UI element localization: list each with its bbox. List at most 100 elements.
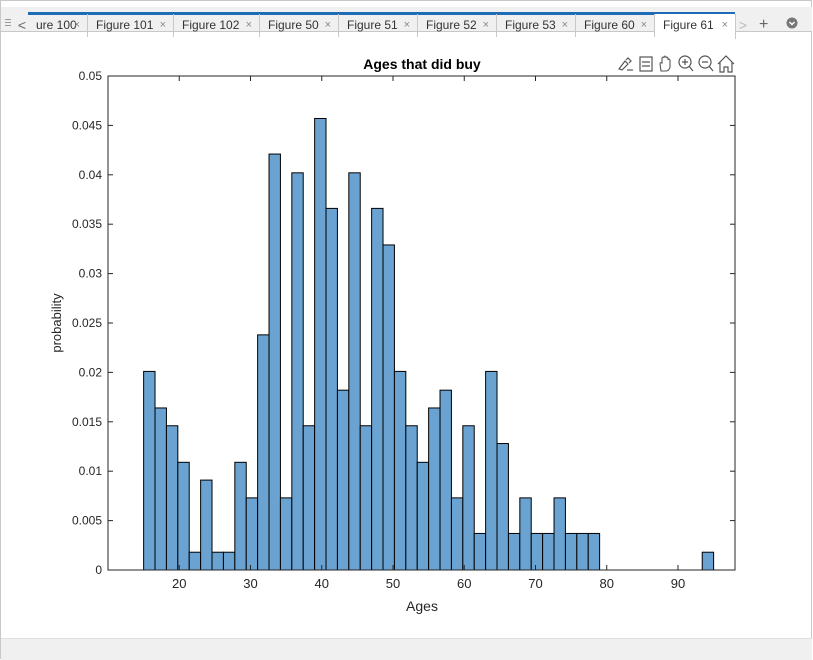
histogram-bar [291,172,304,571]
y-tick-label: 0.015 [72,415,102,429]
tab-figure-53[interactable]: Figure 53 × [497,14,576,37]
axes-toolbar [618,55,735,73]
histogram-bar [325,207,338,571]
histogram-bar [519,497,532,571]
histogram-bar [507,532,521,571]
y-tick-label: 0.01 [79,464,103,478]
x-tick-label: 60 [457,576,471,591]
tab-close-icon[interactable]: × [640,19,647,31]
tab-label: ure 100 [36,18,77,32]
y-tick-label: 0.02 [79,365,103,379]
histogram-bar [302,425,316,571]
tab-label: Figure 101 [96,18,154,32]
zoom-out-icon[interactable] [698,55,714,72]
histogram-bar [485,370,498,571]
x-tick-label: 20 [172,576,186,591]
x-ticks: 20 30 40 50 60 70 80 90 [172,76,685,591]
tab-scroll-left-icon[interactable]: < [17,17,27,33]
histogram-bar [382,244,395,571]
histogram-chart: 20 30 40 50 60 70 80 90 0 0.005 0.01 0.015 0.02 0.02… [49,55,736,614]
histogram-bar [462,425,475,571]
histogram-bar [359,425,373,571]
histogram-bar [542,532,555,571]
pan-icon[interactable] [659,55,671,72]
tab-label: Figure 50 [268,18,319,32]
tab-label: Figure 60 [584,18,635,32]
status-strip [1,638,812,660]
zoom-in-icon[interactable] [678,55,694,72]
tab-close-icon[interactable]: × [721,19,728,31]
tab-close-icon[interactable]: × [324,19,331,31]
x-tick-label: 70 [528,576,542,591]
y-tick-label: 0.03 [79,267,103,281]
histogram-bar [165,425,179,571]
histogram-bar [553,497,566,571]
home-icon[interactable] [717,55,735,73]
histogram-bar [393,370,407,571]
data-tips-icon[interactable] [639,56,653,72]
tab-grip-icon[interactable] [5,19,11,29]
tab-figure-60[interactable]: Figure 60 × [576,14,655,37]
add-tab-icon[interactable]: + [759,16,769,33]
tab-close-icon[interactable]: × [159,19,166,31]
histogram-bar [200,479,213,571]
histogram-bar [496,443,509,571]
histogram-bar [188,551,202,571]
tab-menu-icon[interactable] [786,15,798,35]
histogram-bar [371,207,384,571]
tab-bar: < ure 100 × Figure 101 × Figure 102 × Figure 5… [1,7,812,39]
y-tick-label: 0.035 [72,217,102,231]
tab-close-icon[interactable]: × [482,19,489,31]
tab-label: Figure 52 [426,18,477,32]
y-axis-label: probability [49,293,64,353]
histogram-bar [154,407,167,571]
tab-close-icon[interactable]: × [73,19,80,31]
histogram-bar [564,532,578,571]
tab-strip-accent [28,12,735,15]
tab-figure-51[interactable]: Figure 51 × [339,14,418,37]
histogram-bar [428,407,441,571]
histogram-bar [279,497,293,571]
histogram-bar [439,389,452,571]
histogram-bar [211,551,224,571]
x-tick-label: 30 [243,576,257,591]
tab-scroll-right-icon[interactable]: > [738,17,748,33]
histogram-bar [450,497,464,571]
y-ticks: 0 0.005 0.01 0.015 0.02 0.025 0.03 0.035 0.04 0.0… [72,69,735,577]
tab-close-icon[interactable]: × [403,19,410,31]
tab-figure-101[interactable]: Figure 101 × [88,14,174,37]
histogram-bar [348,172,361,571]
tab-label: Figure 102 [182,18,240,32]
histogram-bar [405,425,418,571]
tab-label: Figure 51 [347,18,398,32]
x-tick-label: 40 [315,576,329,591]
histogram-bar [245,497,259,571]
y-tick-label: 0.045 [72,118,102,132]
tab-label: Figure 53 [505,18,556,32]
y-tick-label: 0.05 [79,69,103,83]
bars-group [143,117,715,571]
tab-close-icon[interactable]: × [245,19,252,31]
y-tick-label: 0.005 [72,514,102,528]
x-tick-label: 80 [600,576,614,591]
x-tick-label: 90 [671,576,685,591]
y-tick-label: 0 [95,563,102,577]
histogram-bar [336,389,350,571]
histogram-bar [473,532,487,571]
histogram-bar [257,334,270,571]
histogram-bar [268,153,281,571]
brush-icon[interactable] [618,57,633,71]
tab-figure-50[interactable]: Figure 50 × [260,14,339,37]
tab-figure-102[interactable]: Figure 102 × [174,14,260,37]
tab-figure-52[interactable]: Figure 52 × [418,14,497,37]
tab-figure-61[interactable]: Figure 61 × [655,14,736,39]
histogram-bar [587,532,601,571]
histogram-bar [234,461,247,571]
y-tick-label: 0.025 [72,316,102,330]
x-axis-label: Ages [406,598,438,614]
chart-title: Ages that did buy [363,56,481,72]
histogram-bar [701,551,715,571]
tab-close-icon[interactable]: × [561,19,568,31]
tab-ure-100[interactable]: ure 100 × [28,14,88,37]
histogram-bar [177,461,190,571]
